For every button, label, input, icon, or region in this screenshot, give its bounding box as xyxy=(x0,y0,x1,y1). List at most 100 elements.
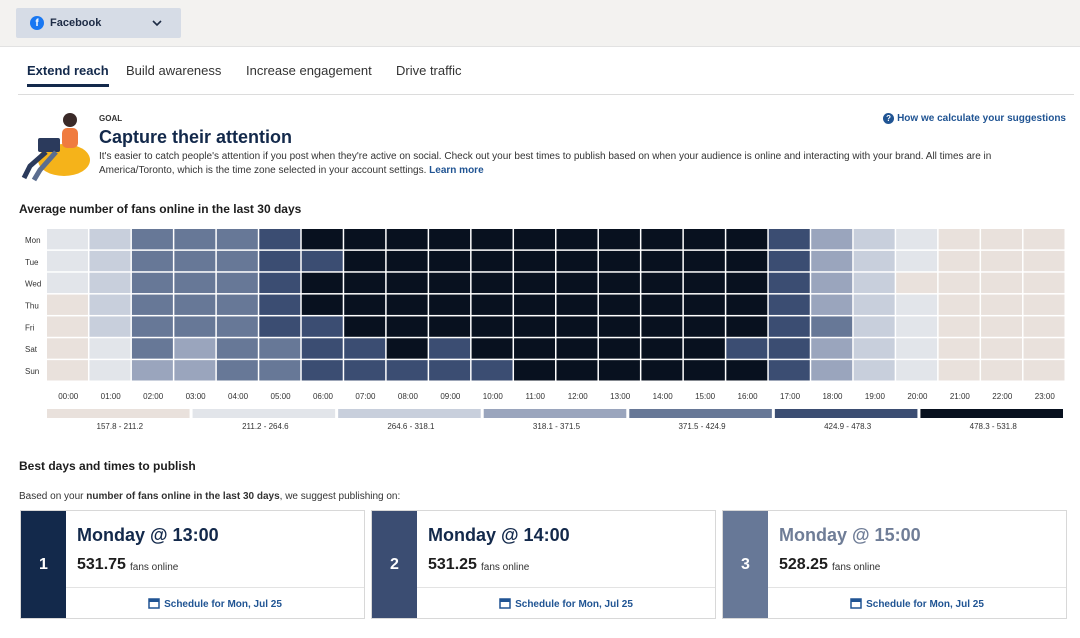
heatmap-cell xyxy=(89,272,131,294)
heatmap-cell xyxy=(216,316,258,337)
help-link[interactable]: ? How we calculate your suggestions xyxy=(883,113,1066,124)
heatmap-cell xyxy=(896,229,938,250)
heatmap-cell xyxy=(47,294,88,315)
learn-more-link[interactable]: Learn more xyxy=(429,165,484,176)
heatmap-cell xyxy=(768,316,810,337)
heatmap-cell xyxy=(726,272,768,294)
hour-label: 06:00 xyxy=(313,392,334,401)
schedule-text: Schedule for Mon, Jul 25 xyxy=(866,599,984,610)
heatmap-cell xyxy=(811,294,853,315)
heatmap-cell xyxy=(598,272,640,294)
schedule-link[interactable]: Schedule for Mon, Jul 25 xyxy=(66,597,364,610)
heatmap-cell xyxy=(429,360,471,381)
account-dropdown[interactable]: f Facebook xyxy=(16,8,181,38)
tab[interactable]: Build awareness xyxy=(126,63,222,78)
heatmap-cell xyxy=(131,360,173,381)
heatmap-cell xyxy=(683,272,725,294)
heatmap-cell xyxy=(938,250,980,272)
tab[interactable]: Increase engagement xyxy=(246,63,372,78)
tabs: Extend reach Build awareness Increase enga… xyxy=(18,48,1074,95)
legend-label: 157.8 - 211.2 xyxy=(97,422,144,431)
heatmap-cell xyxy=(344,294,386,315)
heatmap-cell xyxy=(598,316,640,337)
heatmap-cell xyxy=(896,272,938,294)
card-value: 531.75 xyxy=(77,556,126,573)
suggestion-card: 1 Monday @ 13:00 531.75 fans online Schedule… xyxy=(20,510,365,619)
heatmap-cell xyxy=(89,294,131,315)
heatmap-cell xyxy=(683,250,725,272)
heatmap-cell xyxy=(981,338,1023,359)
tab[interactable]: Extend reach xyxy=(27,63,109,87)
card-value: 528.25 xyxy=(779,556,828,573)
heatmap-cell xyxy=(429,272,471,294)
tab[interactable]: Drive traffic xyxy=(396,63,462,78)
day-label: Fri xyxy=(25,323,35,332)
hour-label: 00:00 xyxy=(58,392,79,401)
heatmap-cell xyxy=(726,250,768,272)
legend-swatch xyxy=(774,409,918,418)
schedule-link[interactable]: Schedule for Mon, Jul 25 xyxy=(768,597,1066,610)
chevron xyxy=(152,20,162,27)
goal-description: It's easier to catch people's attention … xyxy=(99,150,1039,178)
hour-label: 22:00 xyxy=(992,392,1013,401)
heatmap-cell xyxy=(811,338,853,359)
separator xyxy=(417,587,715,588)
heatmap-cell xyxy=(981,250,1023,272)
heatmap-cell xyxy=(471,338,513,359)
intro-bold: number of fans online in the last 30 day… xyxy=(86,491,280,502)
heatmap-cell xyxy=(301,316,343,337)
heatmap-cell xyxy=(131,250,173,272)
heatmap-cell xyxy=(514,272,555,294)
heatmap-cell xyxy=(938,316,980,337)
facebook-icon: f xyxy=(30,16,44,30)
heatmap-cell xyxy=(47,316,88,337)
heatmap-cell xyxy=(301,338,343,359)
heatmap-cell xyxy=(1023,272,1065,294)
heatmap-cell xyxy=(641,272,683,294)
heatmap-cell xyxy=(641,316,683,337)
heatmap-cell xyxy=(301,360,343,381)
rank: 2 xyxy=(372,511,417,618)
heatmap-cell xyxy=(386,360,428,381)
heatmap-cell xyxy=(429,229,471,250)
schedule-link[interactable]: Schedule for Mon, Jul 25 xyxy=(417,597,715,610)
hour-label: 02:00 xyxy=(143,392,164,401)
heatmap-cell xyxy=(131,294,173,315)
heatmap-cell xyxy=(514,316,555,337)
heatmap-cell xyxy=(89,360,131,381)
heatmap-cell xyxy=(259,250,301,272)
legend-swatch xyxy=(629,409,772,418)
heatmap-cell xyxy=(259,272,301,294)
heatmap-cell xyxy=(683,360,725,381)
heatmap-cell xyxy=(514,338,555,359)
heatmap-cell xyxy=(981,360,1023,381)
hour-label: 18:00 xyxy=(822,392,843,401)
hour-label: 17:00 xyxy=(780,392,801,401)
heatmap-cell xyxy=(471,294,513,315)
hour-label: 03:00 xyxy=(186,392,207,401)
heatmap-cell xyxy=(853,360,895,381)
legend-swatch xyxy=(483,409,627,418)
heatmap-cell xyxy=(131,316,173,337)
heatmap-cell xyxy=(853,316,895,337)
heatmap-cell xyxy=(174,250,216,272)
heatmap-cell xyxy=(811,229,853,250)
heatmap-cell xyxy=(344,360,386,381)
day-label: Wed xyxy=(25,280,41,289)
account-name: Facebook xyxy=(50,17,102,29)
calendar-top xyxy=(500,599,511,602)
heatmap-cell xyxy=(429,250,471,272)
legend-swatch xyxy=(920,409,1063,418)
calendar-top xyxy=(851,599,862,602)
heatmap-cell xyxy=(471,360,513,381)
heatmap-cell xyxy=(301,272,343,294)
heatmap-cell xyxy=(344,272,386,294)
heatmap-cell xyxy=(174,294,216,315)
heatmap-cell xyxy=(726,360,768,381)
heatmap-cell xyxy=(726,229,768,250)
hour-label: 20:00 xyxy=(907,392,928,401)
hour-label: 21:00 xyxy=(950,392,971,401)
hour-label: 10:00 xyxy=(483,392,504,401)
heatmap-cell xyxy=(386,316,428,337)
day-label: Tue xyxy=(25,258,39,267)
